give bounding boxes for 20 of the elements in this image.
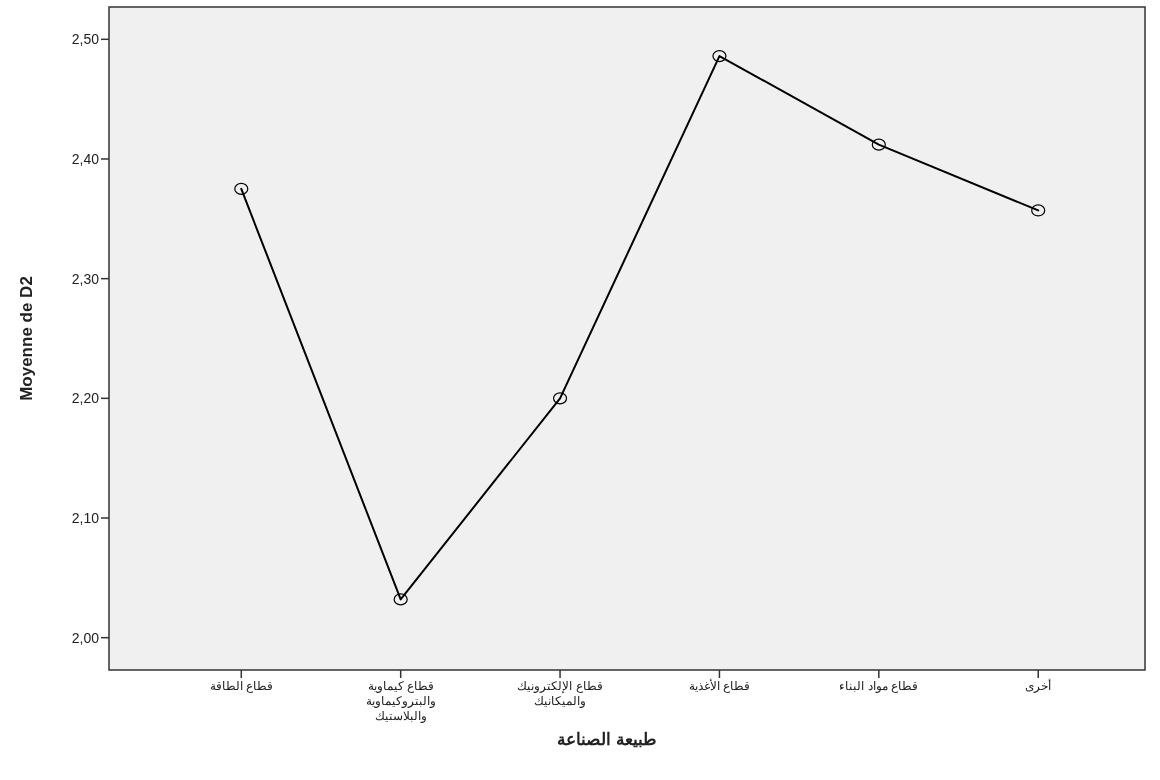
x-tick-label: قطاع كيماوية والبتروكيماوية والبلاستيك	[365, 679, 436, 723]
x-tick-label: قطاع الأغذية	[688, 678, 751, 693]
point	[871, 138, 886, 151]
point	[712, 49, 727, 63]
x-axis-title: طبيعة الصناعة	[557, 730, 657, 749]
point	[552, 392, 568, 405]
y-tick-label: 2,00	[71, 629, 100, 646]
point	[393, 593, 408, 606]
y-axis-title: Moyenne de D2	[17, 276, 36, 401]
y-tick-label: 2,40	[71, 150, 100, 167]
x-tick-label: قطاع الإلكترونيك والميكانيك	[517, 679, 603, 708]
x-tick-label: أخرى	[1025, 678, 1052, 693]
y-tick-label: 2,20	[71, 390, 100, 407]
y-tick-label: 2,30	[71, 270, 100, 287]
y-tick-label: 2,10	[71, 510, 100, 527]
x-tick-label: قطاع الطاقة	[209, 679, 273, 693]
y-tick-label: 2,50	[71, 31, 100, 48]
point	[234, 182, 249, 196]
point	[1031, 204, 1046, 217]
x-tick-label: قطاع مواد البناء	[839, 679, 919, 693]
